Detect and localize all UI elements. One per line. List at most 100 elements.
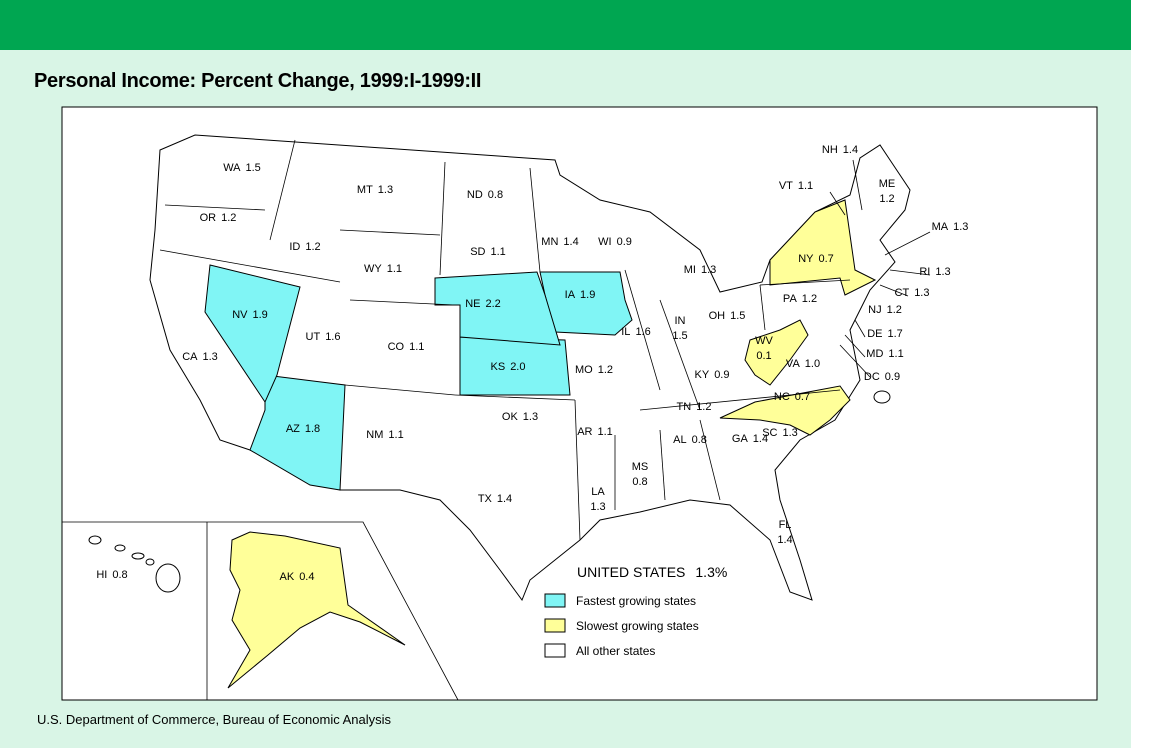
state-value: 1.1: [388, 429, 403, 441]
state-abbr: CA: [182, 351, 198, 363]
state-label: UT 1.6: [306, 331, 341, 343]
state-abbr: AZ: [286, 423, 300, 435]
state-value: 1.3: [378, 184, 393, 196]
state-abbr: AL: [673, 434, 686, 446]
state-value: 1.2: [802, 293, 817, 305]
state-label: MN 1.4: [541, 236, 578, 248]
state-label: CA 1.3: [182, 351, 218, 363]
state-value: 1.4: [563, 236, 578, 248]
state-abbr: MD: [866, 348, 883, 360]
state-value: 1.3: [953, 221, 968, 233]
legend-label: All other states: [576, 644, 655, 658]
state-shape: [744, 319, 809, 386]
state-abbr: UT: [306, 331, 321, 343]
state-value: 0.8: [488, 189, 503, 201]
state-value: 0.8: [692, 434, 707, 446]
state-abbr: TN: [677, 401, 692, 413]
state-label: KY 0.9: [695, 369, 730, 381]
state-abbr: TX: [478, 493, 493, 505]
state-value: 1.7: [887, 328, 902, 340]
state-abbr: OK: [502, 411, 519, 423]
state-value: 1.9: [580, 289, 595, 301]
state-label: NH 1.4: [822, 144, 858, 156]
state-abbr: RI: [919, 266, 930, 278]
state-value: 1.5: [246, 162, 261, 174]
state-label: AR 1.1: [577, 426, 613, 438]
state-label: NJ 1.2: [868, 304, 902, 316]
legend-swatch: [544, 593, 566, 608]
state-abbr: GA: [732, 433, 749, 445]
state-abbr: MA: [932, 221, 949, 233]
state-abbr: NY: [798, 253, 814, 265]
state-abbr: NJ: [868, 304, 881, 316]
state-abbr: FL: [779, 519, 792, 531]
inset-border: [62, 521, 459, 701]
state-shape: [204, 264, 301, 404]
state-abbr: WA: [223, 162, 241, 174]
state-value: 1.6: [635, 326, 650, 338]
state-value: 0.4: [299, 571, 314, 583]
state-value: 1.3: [590, 501, 605, 513]
state-abbr: OR: [200, 212, 217, 224]
island: [155, 563, 181, 593]
state-label: HI 0.8: [96, 569, 127, 581]
state-value: 0.8: [632, 476, 647, 488]
source-note: U.S. Department of Commerce, Bureau of E…: [37, 712, 392, 727]
state-value: 0.8: [112, 569, 127, 581]
state-value: 1.4: [497, 493, 512, 505]
state-abbr: LA: [591, 486, 605, 498]
state-label: AK 0.4: [280, 571, 315, 583]
state-label: MO 1.2: [575, 364, 613, 376]
state-label: RI 1.3: [919, 266, 950, 278]
state-borders: [159, 139, 851, 541]
state-label: IA 1.9: [565, 289, 596, 301]
state-value: 1.4: [843, 144, 858, 156]
state-value: 1.1: [409, 341, 424, 353]
state-label: FL 1.4: [777, 519, 792, 546]
state-value: 1.1: [490, 246, 505, 258]
state-label: MI 1.3: [684, 264, 717, 276]
state-value: 0.7: [795, 391, 810, 403]
state-abbr: NV: [232, 309, 248, 321]
state-value: 0.7: [818, 253, 833, 265]
state-value: 1.1: [387, 263, 402, 275]
state-abbr: AK: [280, 571, 295, 583]
state-label: SC 1.3: [762, 427, 798, 439]
national-label: UNITED STATES 1.3%: [577, 564, 727, 580]
state-label: NC 0.7: [774, 391, 810, 403]
state-value: 1.2: [879, 193, 894, 205]
state-abbr: MS: [632, 461, 649, 473]
state-label: TN 1.2: [677, 401, 712, 413]
state-abbr: MO: [575, 364, 593, 376]
state-abbr: OH: [709, 310, 726, 322]
state-label: VT 1.1: [779, 180, 813, 192]
state-label: AZ 1.8: [286, 423, 320, 435]
map: WA 1.5 OR 1.2 ID 1.2 MT 1.3 ND 0.8 MN 1.4 WI 0.9 MI 1.3…: [61, 106, 1098, 701]
state-abbr: ID: [289, 241, 300, 253]
state-value: 0.9: [714, 369, 729, 381]
state-value: 1.2: [221, 212, 236, 224]
state-abbr: WV: [755, 335, 773, 347]
state-label: ME 1.2: [879, 178, 896, 205]
state-label: WY 1.1: [364, 263, 402, 275]
state-label: MA 1.3: [932, 221, 969, 233]
state-label: WI 0.9: [598, 236, 632, 248]
state-abbr: KY: [695, 369, 710, 381]
state-value: 1.1: [888, 348, 903, 360]
state-abbr: AR: [577, 426, 592, 438]
leader-lines: [829, 159, 931, 378]
state-abbr: KS: [491, 361, 506, 373]
island: [131, 552, 145, 560]
state-abbr: SC: [762, 427, 777, 439]
state-label: OR 1.2: [200, 212, 237, 224]
state-label: LA 1.3: [590, 486, 605, 513]
state-abbr: ND: [467, 189, 483, 201]
state-label: ID 1.2: [289, 241, 320, 253]
state-label: OK 1.3: [502, 411, 538, 423]
state-value: 1.4: [753, 433, 768, 445]
state-shape: [434, 271, 561, 346]
state-value: 1.2: [598, 364, 613, 376]
state-shape: [769, 199, 877, 296]
dc-marker: [873, 390, 891, 404]
state-value: 1.1: [597, 426, 612, 438]
